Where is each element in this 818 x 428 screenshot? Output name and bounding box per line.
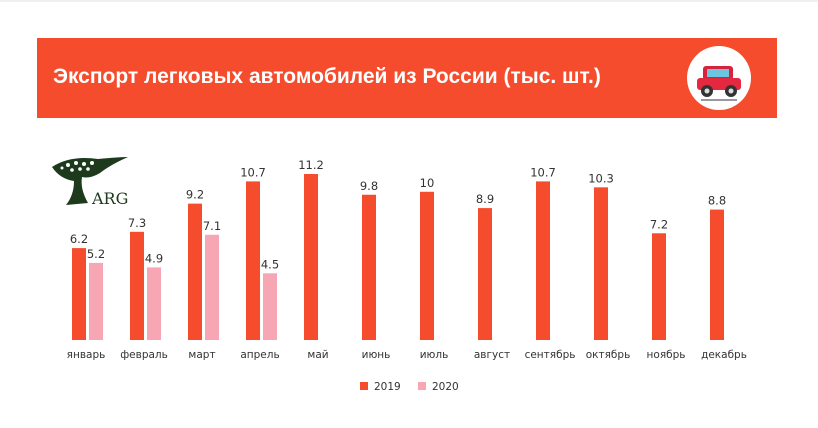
data-label: 4.9	[145, 251, 163, 265]
data-label: 6.2	[70, 232, 88, 246]
bar-2019	[72, 248, 86, 340]
data-label: 7.1	[203, 219, 221, 233]
title-banner: Экспорт легковых автомобилей из России (…	[37, 38, 777, 118]
chart-title: Экспорт легковых автомобилей из России (…	[53, 65, 601, 88]
bar-2019	[478, 208, 492, 340]
top-divider	[0, 0, 818, 2]
data-label: 8.9	[476, 192, 494, 206]
x-tick-label: май	[307, 349, 328, 361]
x-tick-label: июль	[420, 349, 449, 361]
legend-swatch-2020	[418, 382, 426, 390]
tree-logo: ARG	[50, 155, 130, 211]
data-label: 4.5	[261, 257, 279, 271]
data-label: 10.3	[588, 171, 614, 185]
legend-swatch-2019	[360, 382, 368, 390]
bar-2019	[188, 203, 202, 340]
bar-2019	[652, 233, 666, 340]
car-icon	[687, 46, 751, 110]
x-tick-label: декабрь	[701, 349, 747, 361]
x-tick-label: ноябрь	[647, 349, 686, 361]
legend-label: 2019	[374, 381, 401, 393]
x-tick-label: сентябрь	[525, 349, 576, 361]
bar-2019	[130, 231, 144, 340]
bar-2019	[594, 187, 608, 340]
data-label: 7.3	[128, 216, 146, 230]
data-label: 10.7	[530, 165, 556, 179]
data-label: 9.2	[186, 188, 204, 202]
bar-2019	[710, 209, 724, 340]
data-label: 9.8	[360, 179, 378, 193]
x-tick-label: октябрь	[586, 349, 631, 361]
bar-2019	[420, 191, 434, 340]
bar-2019	[536, 181, 550, 340]
data-label: 10.7	[240, 165, 266, 179]
bar-2019	[362, 194, 376, 340]
x-tick-label: июнь	[362, 349, 391, 361]
data-label: 5.2	[87, 247, 105, 261]
data-label: 10	[420, 176, 435, 190]
data-label: 8.8	[708, 194, 726, 208]
svg-text:ARG: ARG	[91, 189, 128, 207]
bar-2019	[304, 174, 318, 340]
bar-2019	[246, 181, 260, 340]
x-tick-label: март	[188, 349, 215, 361]
bar-2020	[263, 273, 277, 340]
bar-2020	[205, 234, 219, 340]
x-tick-label: январь	[67, 349, 106, 361]
x-tick-label: февраль	[120, 349, 168, 361]
data-label: 11.2	[298, 158, 324, 172]
legend-label: 2020	[432, 381, 459, 393]
data-label: 7.2	[650, 217, 668, 231]
bar-2020	[147, 267, 161, 340]
x-tick-label: август	[474, 349, 510, 361]
bar-2020	[89, 262, 103, 340]
x-tick-label: апрель	[240, 349, 279, 361]
